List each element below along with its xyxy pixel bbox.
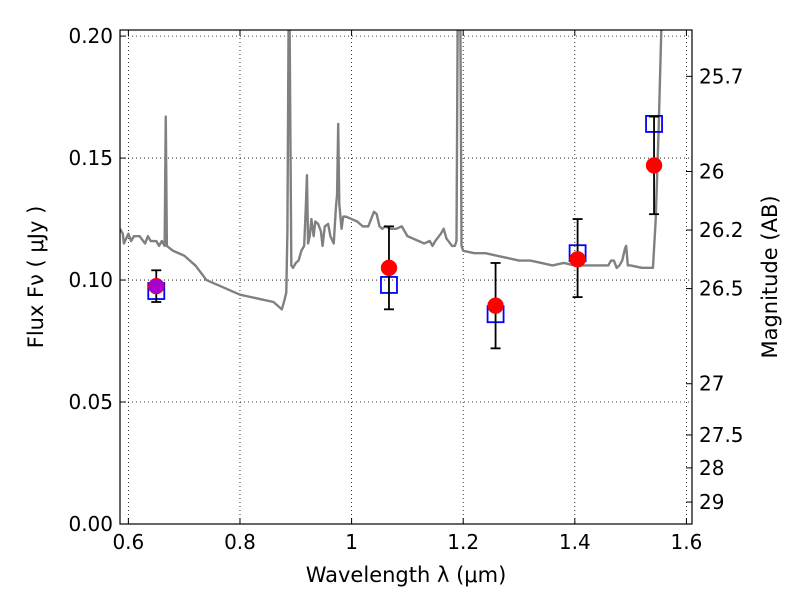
observed-flux-point bbox=[380, 259, 398, 277]
plot-background bbox=[120, 30, 692, 524]
x-tick-label: 0.8 bbox=[224, 530, 256, 554]
x-tick-label: 1.4 bbox=[559, 530, 591, 554]
y-tick-label: 0.00 bbox=[68, 512, 113, 536]
y2-tick-label: 29 bbox=[699, 490, 724, 514]
highlight-point bbox=[148, 278, 164, 294]
spectrum-line bbox=[120, 30, 663, 311]
y-axis-label: Flux Fν ( μJy ) bbox=[24, 206, 48, 349]
ticks: 0.6 0.8 1 1.2 1.4 1.6 0.00 0.05 0.10 0.15 0.20 25.7… bbox=[68, 24, 743, 554]
observed-flux-point bbox=[645, 157, 663, 174]
observed-flux-point bbox=[487, 297, 504, 314]
y-tick-label: 0.20 bbox=[68, 24, 113, 48]
x-tick-label: 1.2 bbox=[447, 530, 479, 554]
x-tick-label: 1.6 bbox=[671, 530, 703, 554]
y2-tick-label: 25.7 bbox=[699, 64, 744, 88]
x-tick-label: 0.6 bbox=[112, 530, 144, 554]
y2-tick-label: 26 bbox=[699, 159, 724, 183]
plot-area bbox=[120, 30, 663, 350]
y2-tick-label: 27.5 bbox=[699, 423, 744, 447]
data-layer bbox=[120, 30, 663, 350]
y-tick-label: 0.15 bbox=[68, 146, 113, 170]
y2-axis-label: Magnitude (AB) bbox=[758, 195, 782, 358]
observed-flux-point bbox=[569, 251, 586, 268]
x-axis-label: Wavelength λ (μm) bbox=[306, 563, 507, 587]
plot-frame bbox=[119, 29, 693, 525]
x-tick-label: 1 bbox=[345, 530, 358, 554]
y2-tick-label: 27 bbox=[699, 372, 724, 396]
y2-tick-label: 26.2 bbox=[699, 218, 744, 242]
y2-tick-label: 26.5 bbox=[699, 277, 744, 301]
y-tick-label: 0.10 bbox=[68, 268, 113, 292]
y2-tick-label: 28 bbox=[699, 456, 724, 480]
y-tick-label: 0.05 bbox=[68, 390, 113, 414]
